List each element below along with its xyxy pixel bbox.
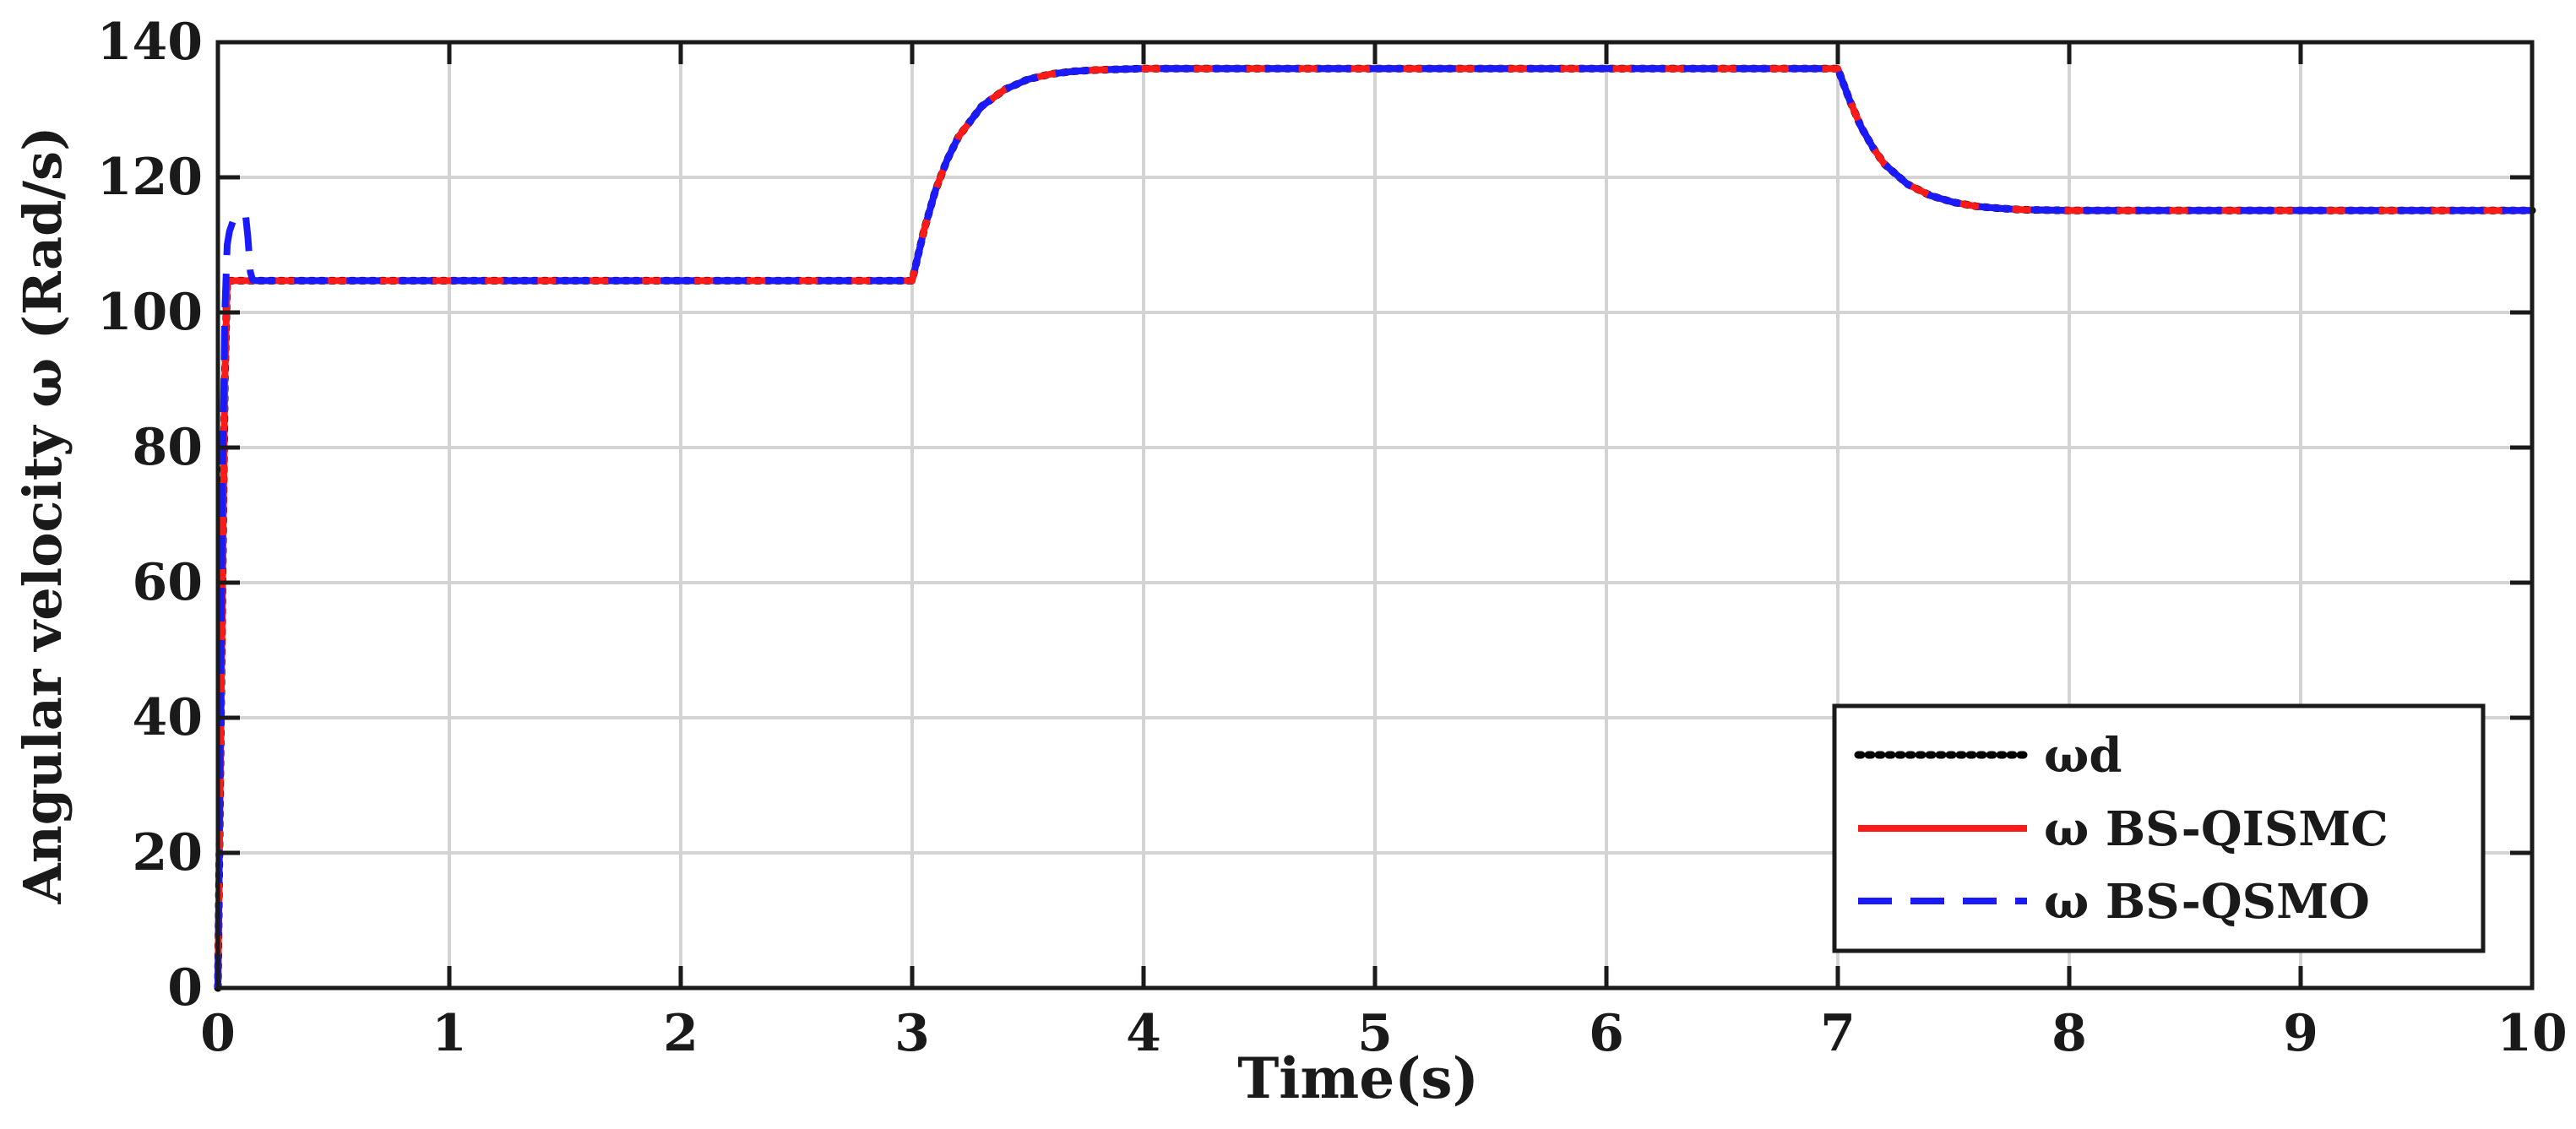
x-tick-label: 5 (1357, 1004, 1393, 1063)
x-tick-label: 3 (894, 1004, 930, 1063)
y-tick-label: 80 (133, 418, 204, 477)
y-tick-label: 100 (97, 283, 203, 342)
x-tick-label: 8 (2052, 1004, 2087, 1063)
x-tick-label: 4 (1126, 1004, 1161, 1063)
x-tick-label: 2 (663, 1004, 698, 1063)
x-tick-label: 1 (432, 1004, 467, 1063)
y-tick-labels: 0 20 40 60 80 100 120 140 (97, 13, 203, 1018)
legend-label: ω BS-QISMC (2044, 801, 2389, 857)
y-tick-label: 0 (167, 958, 203, 1018)
y-tick-label: 20 (133, 823, 204, 882)
x-tick-labels: 0 1 2 3 4 5 6 7 8 9 10 (200, 1004, 2568, 1063)
legend-label: ωd (2044, 728, 2122, 784)
x-tick-label: 0 (200, 1004, 236, 1063)
series-line (215, 65, 2532, 989)
x-tick-label: 7 (1820, 1004, 1856, 1063)
legend-label: ω BS-QSMO (2044, 874, 2370, 930)
x-tick-label: 9 (2283, 1004, 2318, 1063)
y-tick-label: 120 (97, 148, 203, 207)
y-tick-label: 60 (133, 553, 204, 612)
y-tick-label: 40 (133, 688, 204, 747)
plot-area (214, 64, 2536, 992)
legend: ωd ω BS-QISMC ω BS-QSMO (1832, 703, 2486, 953)
axis-ticks (215, 40, 2535, 991)
x-axis-label: Time(s) (1237, 1045, 1479, 1111)
x-tick-label: 6 (1589, 1004, 1624, 1063)
y-tick-label: 140 (97, 13, 203, 72)
y-axis-label: Angular velocity ω (Rad/s) (12, 127, 73, 905)
x-tick-label: 10 (2497, 1004, 2568, 1063)
